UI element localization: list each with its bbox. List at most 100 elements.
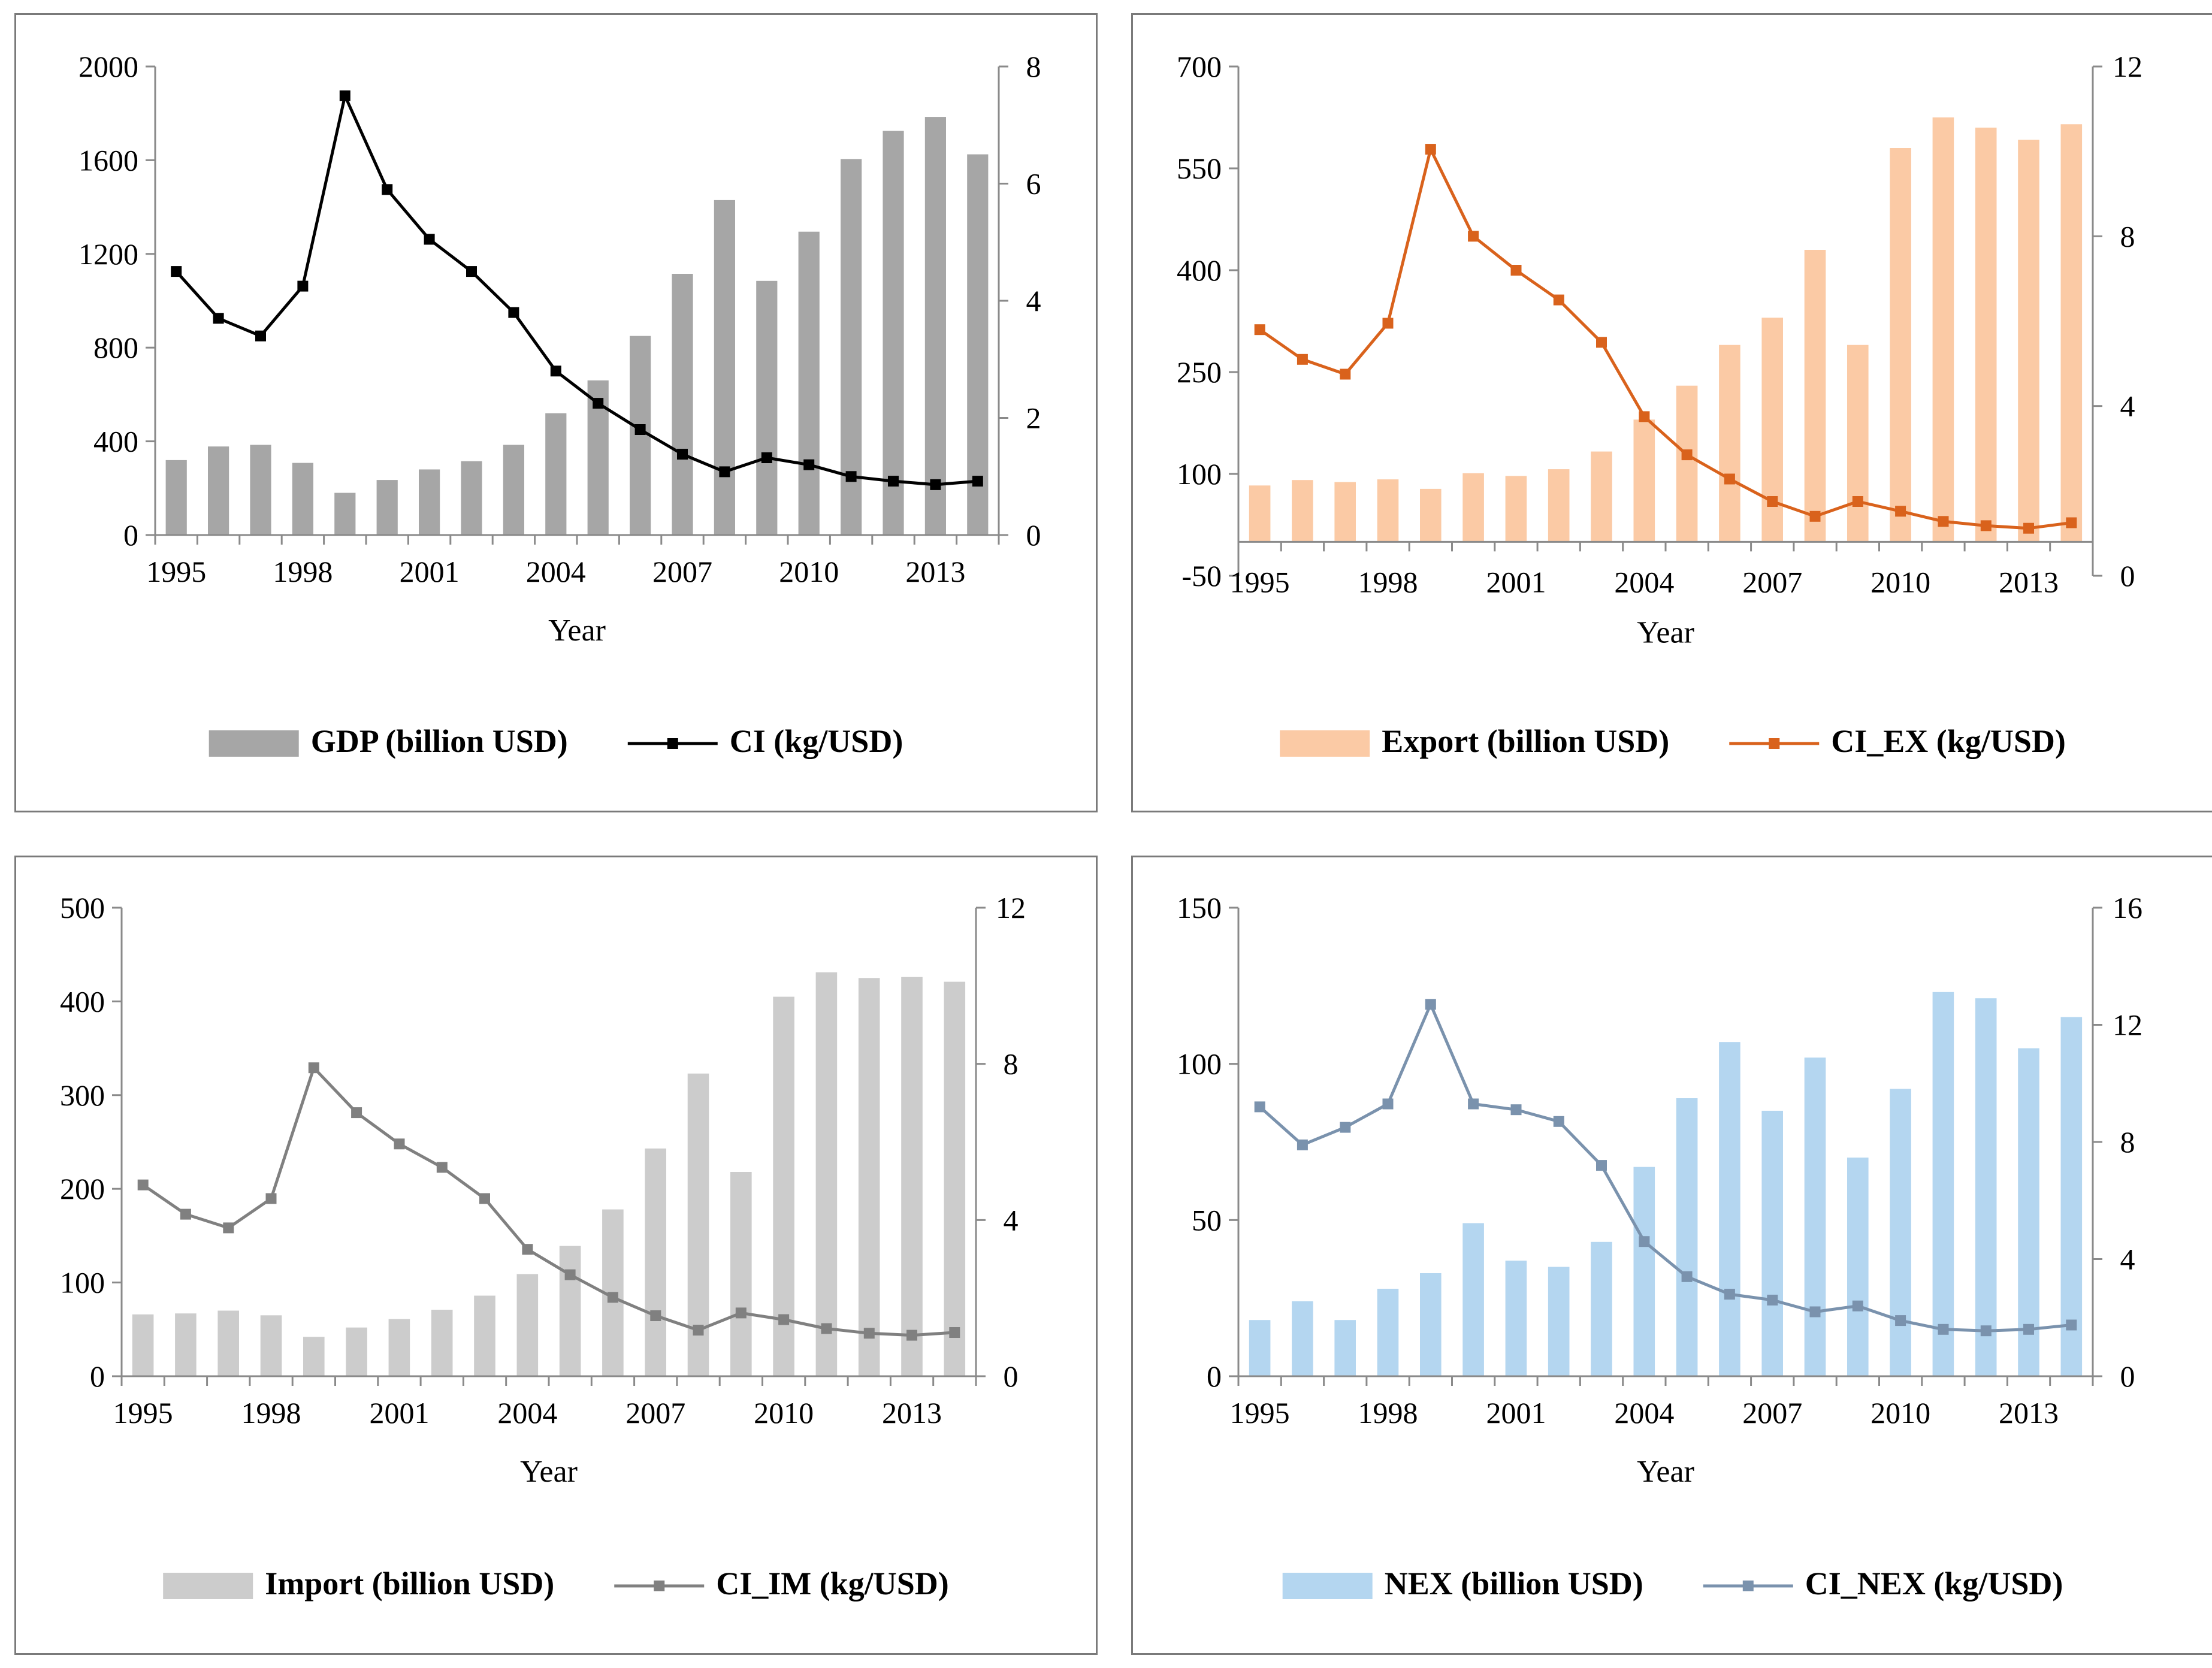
line-marker-export-2011	[1938, 516, 1949, 527]
y-tick-label-left: 550	[1177, 152, 1222, 185]
line-marker-nex-2008	[1809, 1306, 1821, 1318]
line-marker-nex-2012	[1980, 1325, 1992, 1337]
bar-nex-2014	[2060, 1017, 2083, 1376]
y-tick-label-left: 200	[60, 1172, 105, 1205]
bar-import-2009	[730, 1172, 752, 1376]
x-axis-title: Year	[520, 1455, 578, 1489]
bar-gdp-2006	[630, 336, 651, 535]
y-tick-label-left: 100	[1177, 1047, 1222, 1081]
legend-label-bar: Export (billion USD)	[1382, 723, 1669, 759]
bar-nex-2004	[1633, 1167, 1655, 1376]
line-marker-gdp-2013	[930, 479, 941, 490]
legend-swatch-bar	[163, 1573, 253, 1599]
bar-export-2009	[1847, 345, 1869, 542]
bar-export-2002	[1548, 469, 1570, 542]
bar-import-2004	[516, 1274, 539, 1376]
y-tick-label-left: 100	[1177, 457, 1222, 491]
line-marker-gdp-2008	[719, 466, 730, 478]
line-marker-gdp-2009	[761, 452, 772, 463]
legend-label-line: CI (kg/USD)	[730, 723, 903, 759]
line-marker-nex-2004	[1639, 1236, 1650, 1247]
legend-swatch-marker	[1769, 738, 1780, 749]
bar-export-2000	[1462, 473, 1484, 542]
line-marker-import-2010	[778, 1314, 790, 1325]
line-marker-import-2007	[650, 1310, 661, 1321]
x-tick-label: 2004	[497, 1396, 557, 1430]
legend-import: Import (billion USD) CI_IM (kg/USD)	[163, 1566, 949, 1601]
bar-export-2004	[1633, 419, 1655, 542]
legend-label-bar: NEX (billion USD)	[1385, 1566, 1643, 1601]
line-marker-nex-2000	[1468, 1098, 1479, 1110]
y-tick-label-left: 0	[1207, 1359, 1222, 1393]
line-marker-nex-1997	[1340, 1122, 1351, 1133]
bar-export-1998	[1377, 479, 1399, 542]
bar-nex-1999	[1420, 1273, 1442, 1376]
y-tick-label-right: 0	[1004, 1359, 1019, 1393]
y-tick-label-right: 0	[1026, 518, 1041, 552]
bar-nex-2010	[1890, 1089, 1911, 1376]
bar-export-1999	[1420, 488, 1442, 542]
bar-nex-2008	[1804, 1057, 1826, 1376]
x-axis-title: Year	[1637, 1455, 1694, 1489]
line-marker-export-1997	[1340, 368, 1351, 380]
y-tick-label-right: 0	[2120, 1359, 2135, 1393]
legend-gdp: GDP (billion USD) CI (kg/USD)	[208, 723, 903, 759]
x-tick-label: 2010	[779, 555, 839, 588]
line-marker-export-2010	[1895, 506, 1906, 517]
x-tick-label: 2001	[369, 1396, 429, 1430]
line-marker-import-2013	[906, 1329, 917, 1341]
chart-panel-gdp: 0 400 800 1200 1600 2000 0 2 4 6 8 1995 1998 2001 2004…	[14, 13, 1098, 812]
y-tick-label-right: 8	[1004, 1047, 1019, 1081]
x-tick-label: 1998	[273, 555, 333, 588]
line-marker-gdp-2004	[550, 365, 561, 377]
bar-import-1996	[175, 1313, 197, 1376]
line-marker-gdp-2011	[845, 471, 857, 482]
x-tick-label: 2001	[1486, 1396, 1546, 1430]
bar-gdp-1999	[334, 492, 356, 535]
bar-nex-2002	[1548, 1267, 1570, 1376]
line-marker-export-2000	[1468, 231, 1479, 242]
line-marker-gdp-1997	[255, 330, 266, 342]
line-marker-nex-2006	[1724, 1289, 1735, 1300]
y-tick-label-right: 4	[1004, 1203, 1019, 1237]
bar-export-1995	[1249, 485, 1271, 542]
bar-nex-2009	[1847, 1158, 1869, 1376]
line-marker-export-2012	[1980, 520, 1992, 531]
line-marker-nex-2002	[1553, 1116, 1564, 1127]
x-tick-label: 2013	[905, 555, 965, 588]
legend-swatch-marker	[667, 738, 678, 749]
y-tick-label-left: 2000	[78, 50, 138, 83]
legend-swatch-marker	[654, 1581, 665, 1591]
line-marker-import-2004	[522, 1244, 533, 1255]
line-marker-export-2004	[1639, 411, 1650, 422]
bar-gdp-2004	[545, 413, 567, 535]
line-gdp	[175, 94, 978, 486]
legend-label-line: CI_NEX (kg/USD)	[1805, 1566, 2063, 1601]
legend-label-bar: Import (billion USD)	[265, 1566, 554, 1601]
bar-gdp-2009	[756, 280, 778, 535]
chart-nex-svg: 0 50 100 150 0 4 8 12 16 1995 1998 2001 2004 2007 2010…	[1177, 891, 2143, 1601]
y-tick-label-right: 4	[2120, 389, 2135, 423]
line-marker-export-2014	[2066, 517, 2077, 528]
y-tick-label-left: 150	[1177, 891, 1222, 924]
line-marker-import-2012	[863, 1328, 875, 1339]
bar-gdp-2010	[798, 231, 820, 535]
line-marker-export-2002	[1553, 294, 1564, 306]
bar-nex-2000	[1462, 1223, 1484, 1376]
line-marker-gdp-2012	[888, 476, 899, 487]
line-marker-import-2000	[351, 1107, 362, 1119]
line-marker-nex-2010	[1895, 1315, 1906, 1326]
bar-nex-2011	[1932, 992, 1954, 1376]
bar-export-2011	[1932, 117, 1954, 542]
bar-gdp-2007	[672, 274, 693, 535]
line-marker-gdp-1996	[213, 313, 224, 324]
line-marker-gdp-1999	[339, 90, 350, 101]
bar-import-2002	[431, 1310, 453, 1376]
bar-gdp-2012	[883, 131, 904, 535]
x-tick-label: 1998	[241, 1396, 301, 1430]
x-tick-label: 2007	[1742, 1396, 1802, 1430]
line-marker-import-1996	[180, 1208, 191, 1220]
line-marker-import-1997	[223, 1222, 234, 1234]
bar-import-2003	[474, 1295, 495, 1376]
line-marker-nex-2013	[2023, 1323, 2034, 1335]
